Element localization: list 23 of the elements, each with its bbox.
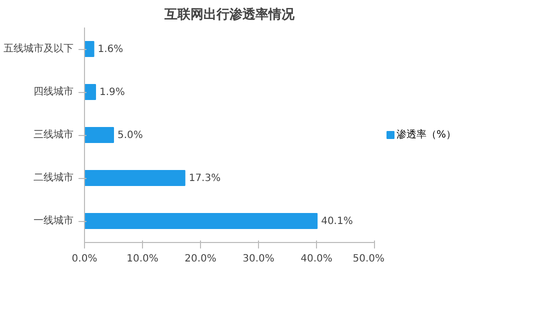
bar bbox=[84, 212, 318, 230]
data-label: 5.0% bbox=[118, 130, 143, 141]
data-label: 1.9% bbox=[100, 87, 125, 98]
data-label: 40.1% bbox=[321, 216, 353, 227]
bar bbox=[84, 126, 114, 144]
bar bbox=[84, 170, 186, 186]
x-tick-label: 10.0% bbox=[126, 254, 158, 264]
x-tick-label: 20.0% bbox=[184, 254, 216, 264]
x-tick-label: 40.0% bbox=[300, 254, 332, 264]
y-tick-label: 四线城市 bbox=[34, 86, 74, 98]
y-tick-label: 二线城市 bbox=[34, 172, 74, 184]
legend-label: 渗透率（%） bbox=[396, 128, 456, 140]
data-label: 1.6% bbox=[98, 44, 124, 55]
y-tick-label: 三线城市 bbox=[34, 128, 74, 140]
x-tick-label: 30.0% bbox=[242, 254, 274, 264]
y-tick-label: 五线城市及以下 bbox=[4, 42, 74, 54]
chart-title: 互联网出行渗透率情况 bbox=[164, 6, 296, 22]
bar bbox=[84, 40, 94, 58]
x-tick-label: 50.0% bbox=[352, 254, 385, 264]
bar bbox=[84, 84, 96, 100]
x-tick-label: 0.0% bbox=[72, 254, 98, 264]
data-label: 17.3% bbox=[188, 173, 221, 184]
y-tick-label: 一线城市 bbox=[34, 214, 74, 226]
